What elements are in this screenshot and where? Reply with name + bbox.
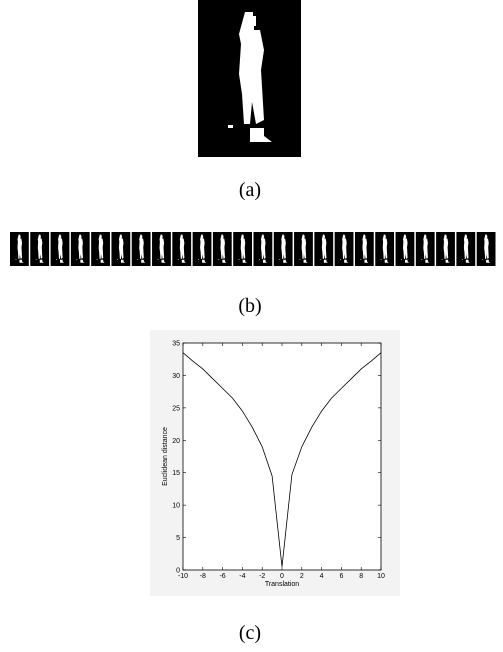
x-tick-label: 4 [320,573,324,580]
y-tick-label: 30 [172,373,180,380]
frame [415,232,435,266]
x-tick-label: 2 [300,573,304,580]
plot: -10 -8 -6 -4 -2 0 2 4 6 8 10 0 5 10 15 20 25 30 35 Translat… [162,341,385,589]
frame [212,232,232,266]
x-tick-label: 0 [280,573,284,580]
frame [314,232,334,266]
frame [294,232,313,266]
frame [10,232,29,266]
frame [273,232,293,266]
frame [131,232,151,266]
y-tick-label: 15 [172,470,180,477]
x-axis-label: Translation [265,581,299,588]
y-axis-label: Euclidean distance [162,427,169,486]
frame [91,232,110,266]
frame [233,232,252,266]
frame [354,232,374,266]
caption: (a) [239,179,261,201]
frame [456,232,476,266]
frame [375,232,395,266]
caption: (c) [239,622,261,644]
frame [192,232,212,266]
y-tick-label: 0 [176,568,180,575]
frame-strip [10,232,496,266]
y-tick-label: 10 [172,503,180,510]
data-line [182,352,382,567]
x-tick-label: -6 [219,573,225,580]
x-tick-label: -8 [200,573,206,580]
y-tick-label: 5 [176,535,180,542]
frame [334,232,354,266]
frame [253,232,273,266]
x-tick-label: 10 [377,573,385,580]
y-tick-label: 25 [172,405,180,412]
frame [30,232,50,266]
x-tick-label: -10 [178,573,188,580]
y-tick-label: 20 [172,438,180,445]
frame [436,232,455,266]
x-tick-label: -2 [259,573,265,580]
frame [50,232,70,266]
frame [395,232,415,266]
y-tick-label: 35 [172,341,180,348]
x-tick-label: -4 [239,573,245,580]
caption: (b) [238,295,261,317]
frame [152,232,171,266]
x-tick-label: 8 [359,573,363,580]
frame [70,232,90,266]
frame [111,232,131,266]
x-tick-label: 6 [339,573,343,580]
frame [172,232,192,266]
axes-box [182,342,382,571]
frame [476,232,496,266]
silhouette-image [198,0,301,157]
